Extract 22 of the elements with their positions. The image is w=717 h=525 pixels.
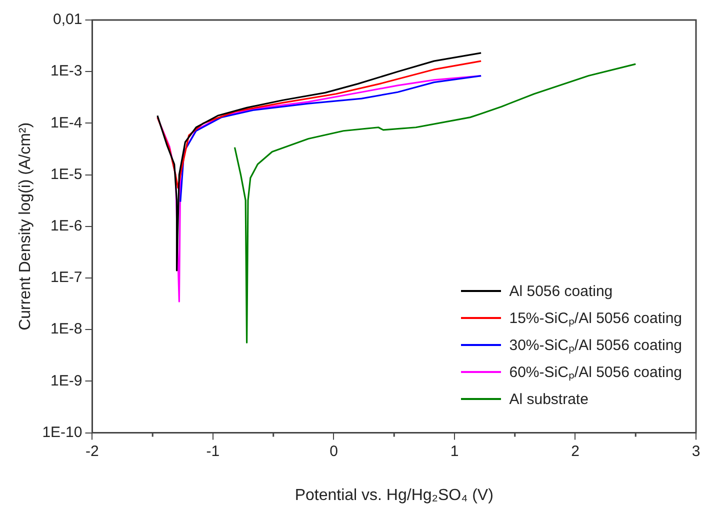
y-tick-label: 0,01 [53,11,82,28]
legend-label: 30%-SiCₚ/Al 5056 coating [509,336,682,356]
y-tick-label: 1E-9 [50,372,82,390]
y-tick-label: 1E-5 [50,166,82,183]
x-tick-label: 2 [571,442,580,460]
y-tick-label: 1E-8 [50,320,82,338]
y-tick-label: 1E-3 [50,62,82,80]
y-tick-label: 1E-7 [50,269,82,286]
legend-label: Al 5056 coating [509,282,613,302]
y-tick-label: 1E-10 [42,424,82,441]
legend-label: 60%-SiCₚ/Al 5056 coating [509,362,682,383]
x-tick-label: -2 [86,442,99,460]
legend-label: 15%-SiCₚ/Al 5056 coating [509,308,682,329]
x-tick-label: 0 [330,442,338,460]
legend-label: Al substrate [509,390,588,410]
x-tick-label: 3 [692,442,700,460]
x-tick-label: -1 [206,442,220,460]
x-axis-title: Potential vs. Hg/Hg₂SO₄ (V) [294,486,494,504]
x-tick-label: 1 [450,442,459,460]
y-tick-label: 1E-4 [50,114,82,132]
y-tick-label: 1E-6 [50,218,82,235]
y-axis-title: Current Density log(i) (A/cm²) [17,122,34,330]
